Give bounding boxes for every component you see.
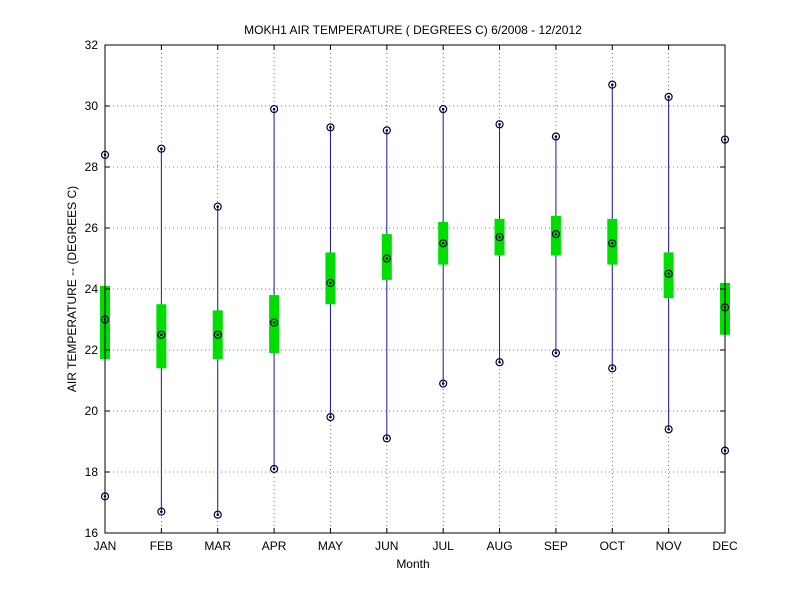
mean-marker-dot [498, 235, 501, 239]
x-tick-label: AUG [487, 539, 513, 553]
min-marker [551, 348, 561, 358]
box [607, 218, 618, 265]
max-marker-dot [498, 123, 501, 126]
max-marker [213, 202, 222, 211]
x-tick-label: JAN [94, 539, 117, 553]
max-marker [439, 104, 448, 114]
x-axis-label: Month [396, 557, 429, 571]
x-tick-label: NOV [656, 539, 682, 553]
x-tick-label: JUL [433, 539, 455, 553]
min-marker-dot [667, 428, 670, 431]
mean-marker [439, 239, 448, 248]
max-marker-dot [329, 126, 332, 129]
max-marker-dot [667, 95, 670, 99]
y-tick-label: 18 [85, 465, 99, 479]
max-marker [608, 80, 617, 89]
mean-marker [269, 318, 279, 327]
y-tick-label: 32 [85, 38, 99, 52]
max-marker-dot [441, 107, 445, 111]
mean-marker-dot [667, 272, 670, 276]
max-marker-dot [160, 147, 163, 150]
mean-marker [157, 330, 166, 339]
min-marker-dot [272, 467, 276, 471]
max-marker [326, 123, 335, 132]
min-marker [495, 358, 504, 367]
box [381, 234, 392, 280]
x-tick-label: MAY [318, 539, 343, 553]
axis-ticks: 16 18 20 22 24 26 28 30 32 JAN FEB MAR APR MAY JUN JUL A… [85, 38, 738, 553]
y-axis-label: AIR TEMPERATURE -- (DEGREES C) [65, 186, 79, 392]
min-marker [439, 379, 448, 388]
mean-marker-dot [441, 241, 445, 245]
mean-marker-dot [216, 333, 220, 337]
mean-marker-dot [554, 232, 558, 236]
y-tick-label: 20 [85, 404, 99, 418]
y-tick-label: 26 [85, 221, 99, 235]
x-tick-label: JUN [375, 539, 398, 553]
max-marker [551, 132, 561, 141]
min-marker [382, 434, 391, 443]
x-tick-label: MAR [204, 539, 231, 553]
min-marker [608, 364, 617, 373]
mean-marker [326, 278, 335, 287]
y-tick-label: 22 [85, 343, 99, 357]
box [269, 295, 280, 354]
mean-marker [213, 330, 222, 339]
max-marker [664, 92, 673, 101]
mean-marker-dot [160, 333, 163, 337]
max-marker-dot [216, 205, 220, 208]
mean-marker [664, 269, 673, 278]
max-marker-dot [610, 83, 614, 86]
max-marker [382, 126, 391, 135]
y-tick-label: 16 [85, 526, 99, 540]
min-marker-dot [554, 351, 558, 355]
min-marker-dot [385, 437, 389, 440]
max-marker [495, 120, 504, 129]
max-marker-dot [272, 107, 276, 111]
mean-marker-dot [385, 257, 389, 260]
min-marker [326, 413, 335, 422]
max-marker [269, 104, 279, 114]
min-marker [269, 464, 279, 474]
min-marker [157, 507, 166, 516]
min-marker-dot [498, 360, 501, 364]
box [156, 304, 167, 369]
max-marker [157, 144, 166, 153]
min-marker-dot [441, 382, 445, 385]
mean-marker-dot [272, 321, 276, 324]
min-marker-dot [610, 367, 614, 370]
min-marker [213, 510, 222, 519]
x-tick-label: APR [262, 539, 287, 553]
mean-marker [382, 254, 391, 263]
x-tick-label: OCT [600, 539, 626, 553]
mean-marker-dot [329, 281, 332, 285]
max-marker-dot [385, 129, 389, 132]
min-marker-dot [160, 510, 163, 513]
min-marker-dot [216, 513, 220, 516]
x-tick-label: SEP [544, 539, 568, 553]
mean-marker [608, 239, 617, 248]
min-marker-dot [329, 415, 332, 419]
y-tick-label: 24 [85, 282, 99, 296]
box [550, 215, 561, 256]
box [325, 252, 336, 305]
y-tick-label: 28 [85, 160, 99, 174]
y-tick-label: 30 [85, 99, 99, 113]
box [663, 252, 674, 299]
chart-title: MOKH1 AIR TEMPERATURE ( DEGREES C) 6/200… [244, 23, 582, 37]
min-marker [664, 425, 673, 434]
mean-marker [551, 230, 561, 239]
x-tick-label: DEC [712, 539, 738, 553]
mean-marker-dot [610, 241, 614, 245]
mean-marker [495, 233, 504, 242]
max-marker-dot [554, 135, 558, 138]
x-tick-label: FEB [150, 539, 173, 553]
